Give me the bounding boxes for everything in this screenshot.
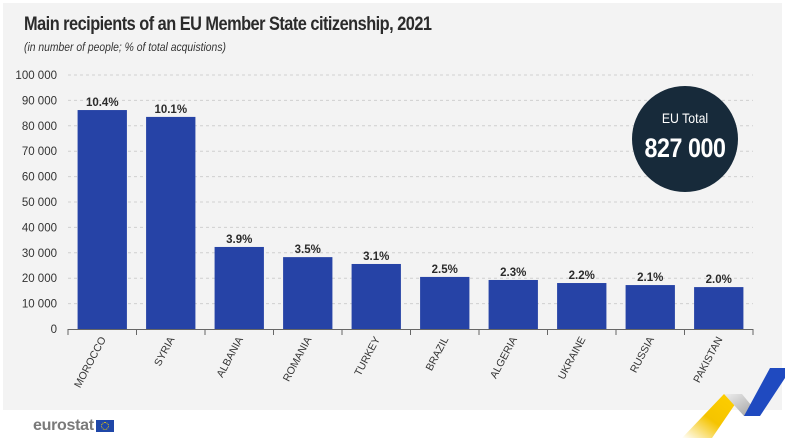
ribbon-yellow [682,394,742,438]
chart-panel [3,3,782,410]
y-tick-label: 10 000 [22,299,57,311]
x-tick-label: RUSSIA [628,335,657,375]
x-axis-tick-labels: MOROCCO SYRIA ALBANIA ROMANIA TURKEY BRAZIL AL… [72,335,725,390]
eurostat-logo: eurostat [33,417,114,435]
x-tick-label: ALGERIA [488,335,520,381]
data-label: 2.0% [706,274,732,286]
x-tick-label: BRAZIL [424,335,452,373]
chart-title: Main recipients of an EU Member State ci… [24,14,432,35]
bar-brazil [420,276,470,329]
bar-pakistan [694,287,744,329]
x-tick-label: UKRAINE [556,335,589,382]
eu-total-value: 827 000 [644,133,726,163]
y-tick-label: 100 000 [15,70,57,82]
y-tick-label: 50 000 [22,197,57,209]
data-label: 3.1% [363,251,389,263]
y-tick-label: 0 [51,324,57,336]
eu-total-label: EU Total [661,110,709,126]
eu-flag-icon [95,420,114,432]
bar-romania [283,257,333,329]
data-label: 10.1% [154,104,187,116]
bar-syria [146,116,196,329]
data-label: 2.3% [500,267,526,279]
y-tick-label: 80 000 [22,121,57,133]
y-tick-label: 90 000 [22,95,57,107]
data-label: 2.5% [432,264,458,276]
bar-russia [625,285,675,329]
y-tick-label: 70 000 [22,146,57,158]
bars [77,110,744,329]
y-tick-label: 40 000 [22,222,57,234]
ribbon-blue [744,368,785,416]
y-tick-label: 30 000 [22,248,57,260]
data-label: 3.9% [226,234,252,246]
y-tick-label: 20 000 [22,273,57,285]
logo-text: eurostat [33,417,94,434]
bar-albania [214,246,264,329]
x-tick-label: TURKEY [352,335,383,378]
chart-subtitle: (in number of people; % of total acquist… [24,42,226,54]
bar-ukraine [557,283,607,329]
decorative-ribbon-icon [682,368,785,438]
y-tick-label: 60 000 [22,172,57,184]
x-tick-label: MOROCCO [72,335,109,390]
x-axis [67,329,754,335]
data-labels: 10.4% 10.1% 3.9% 3.5% 3.1% 2.5% 2.3% 2.2% 2.1% 2.… [86,97,732,286]
data-label: 3.5% [295,244,321,256]
bar-morocco [77,110,127,329]
data-label: 2.2% [569,270,595,282]
x-tick-label: SYRIA [152,335,177,368]
bar-algeria [488,279,538,329]
data-label: 10.4% [86,97,119,109]
x-tick-label: ALBANIA [214,335,245,380]
y-axis-ticks: 0 10 000 20 000 30 000 40 000 50 000 60 000 70 … [15,70,57,336]
x-tick-label: ROMANIA [281,335,315,384]
eu-total-badge: EU Total 827 000 [632,86,738,192]
bar-turkey [351,263,401,329]
data-label: 2.1% [637,272,663,284]
